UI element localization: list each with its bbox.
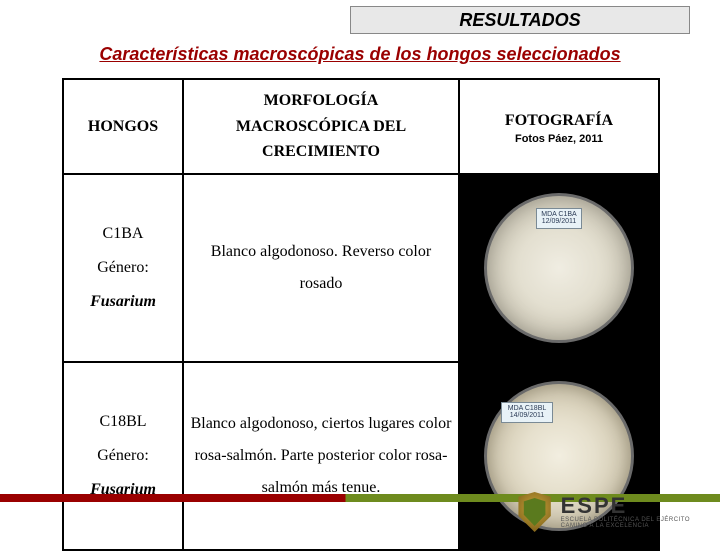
genus-name: Fusarium — [68, 285, 178, 319]
header-col2-line3: CRECIMIENTO — [188, 139, 454, 165]
logo-acronym: ESPE — [561, 495, 690, 517]
table-row: C1BA Género: Fusarium Blanco algodonoso.… — [63, 174, 659, 362]
header-col3-line1: FOTOGRAFÍA — [464, 108, 654, 134]
photo-sample-tag: MDA C18BL 14/09/2011 — [501, 402, 553, 423]
logo-subtitle-2: CAMINO A LA EXCELENCIA — [561, 523, 690, 529]
header-hongos: HONGOS — [63, 79, 183, 174]
header-title: RESULTADOS — [459, 10, 580, 31]
genus-label: Género: — [68, 439, 178, 473]
header-col3-line2: Fotos Páez, 2011 — [464, 133, 654, 145]
fungi-code: C1BA — [68, 217, 178, 251]
espe-shield-icon — [517, 492, 553, 532]
footer-logo-block: ESPE ESCUELA POLITÉCNICA DEL EJÉRCITO CA… — [517, 492, 690, 532]
fungi-cell: C1BA Género: Fusarium — [63, 174, 183, 362]
photo-sample-tag: MDA C1BA 12/09/2011 — [536, 208, 582, 229]
genus-label: Género: — [68, 251, 178, 285]
header-fotografia: FOTOGRAFÍA Fotos Páez, 2011 — [459, 79, 659, 174]
photo-cell: MDA C1BA 12/09/2011 — [459, 174, 659, 362]
fungi-cell: C18BL Género: Fusarium — [63, 362, 183, 550]
header-col1-label: HONGOS — [68, 114, 178, 140]
table-header-row: HONGOS MORFOLOGÍA MACROSCÓPICA DEL CRECI… — [63, 79, 659, 174]
footer-logo-text: ESPE ESCUELA POLITÉCNICA DEL EJÉRCITO CA… — [561, 495, 690, 529]
fungi-code: C18BL — [68, 405, 178, 439]
header-col2-line1: MORFOLOGÍA — [188, 88, 454, 114]
results-table: HONGOS MORFOLOGÍA MACROSCÓPICA DEL CRECI… — [62, 78, 658, 551]
header-pill: RESULTADOS — [350, 6, 690, 34]
description-cell: Blanco algodonoso, ciertos lugares color… — [183, 362, 459, 550]
sub-header: Características macroscópicas de los hon… — [30, 44, 690, 65]
petri-dish-photo: MDA C1BA 12/09/2011 — [484, 193, 634, 343]
header-morfologia: MORFOLOGÍA MACROSCÓPICA DEL CRECIMIENTO — [183, 79, 459, 174]
header-col2-line2: MACROSCÓPICA DEL — [188, 114, 454, 140]
description-cell: Blanco algodonoso. Reverso color rosado — [183, 174, 459, 362]
